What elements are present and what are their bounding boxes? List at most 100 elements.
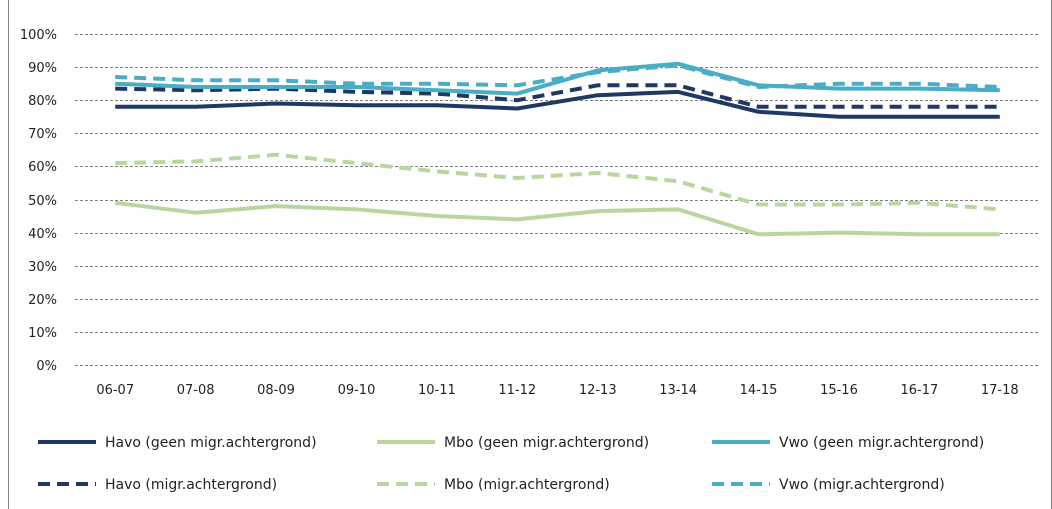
y-tick-label: 50% xyxy=(28,194,57,209)
series-point xyxy=(837,105,841,109)
y-tick-label: 40% xyxy=(28,227,57,242)
series-point xyxy=(194,78,198,82)
series-point xyxy=(274,85,278,89)
y-tick-label: 90% xyxy=(28,61,57,76)
y-tick-label: 100% xyxy=(20,28,57,43)
series-point xyxy=(435,169,439,173)
series-point xyxy=(676,207,680,211)
series-point xyxy=(515,98,519,102)
series-point xyxy=(676,83,680,87)
series-point xyxy=(274,153,278,157)
series-point xyxy=(837,231,841,235)
y-tick-label: 80% xyxy=(28,94,57,109)
series-point xyxy=(676,63,680,67)
legend-label: Vwo (geen migr.achtergrond) xyxy=(779,435,984,451)
series-point xyxy=(194,159,198,163)
series-point xyxy=(515,83,519,87)
series-point xyxy=(113,105,117,109)
x-tick-label: 09-10 xyxy=(338,383,376,398)
series-point xyxy=(354,207,358,211)
series-point xyxy=(354,161,358,165)
x-tick-label: 07-08 xyxy=(177,383,215,398)
series-point xyxy=(354,90,358,94)
series-point xyxy=(917,232,921,236)
series-point xyxy=(515,92,519,96)
series-point xyxy=(113,201,117,205)
series-point xyxy=(917,115,921,119)
x-tick-label: 17-18 xyxy=(981,383,1019,398)
legend-label: Mbo (migr.achtergrond) xyxy=(444,477,610,493)
series-point xyxy=(917,105,921,109)
x-tick-label: 14-15 xyxy=(740,383,778,398)
y-tick-label: 0% xyxy=(36,359,57,374)
series-line-1 xyxy=(114,200,1000,237)
series-point xyxy=(998,105,1002,109)
series-point xyxy=(998,115,1002,119)
series-point xyxy=(837,115,841,119)
series-point xyxy=(837,87,841,91)
series-point xyxy=(596,209,600,213)
series-point xyxy=(354,103,358,107)
series-point xyxy=(676,179,680,183)
series-point xyxy=(998,85,1002,89)
y-tick-label: 60% xyxy=(28,160,57,175)
series-point xyxy=(274,102,278,106)
x-tick-label: 16-17 xyxy=(900,383,938,398)
series-point xyxy=(837,82,841,86)
y-axis-ticks: 0% 10% 20% 30% 40% 50% 60% 70% 80% 90% 100% xyxy=(20,28,57,374)
y-tick-label: 10% xyxy=(28,326,57,341)
series-point xyxy=(274,78,278,82)
series-point xyxy=(515,106,519,110)
legend-label: Havo (geen migr.achtergrond) xyxy=(105,435,317,451)
series-point xyxy=(435,82,439,86)
x-tick-label: 12-13 xyxy=(579,383,617,398)
series-point xyxy=(917,82,921,86)
series-point xyxy=(113,87,117,91)
series-point xyxy=(757,85,761,89)
x-tick-label: 10-11 xyxy=(418,383,456,398)
series-point xyxy=(435,214,439,218)
series-point xyxy=(917,87,921,91)
series-point xyxy=(435,103,439,107)
series-point xyxy=(596,171,600,175)
series-point xyxy=(596,83,600,87)
series-point xyxy=(596,70,600,74)
series-point xyxy=(435,88,439,92)
series-line-4 xyxy=(115,152,1000,212)
series-line-0 xyxy=(115,89,1000,119)
series-point xyxy=(998,207,1002,211)
gridlines xyxy=(75,34,1040,366)
series-point xyxy=(515,217,519,221)
series-point xyxy=(113,161,117,165)
series-line-5 xyxy=(115,63,1000,89)
series-point xyxy=(757,105,761,109)
series-point xyxy=(998,232,1002,236)
series-point xyxy=(354,82,358,86)
series-point xyxy=(194,211,198,215)
legend-label: Havo (migr.achtergrond) xyxy=(105,477,277,493)
x-tick-label: 06-07 xyxy=(96,383,134,398)
series-point xyxy=(676,90,680,94)
series-point xyxy=(274,204,278,208)
series-point xyxy=(194,105,198,109)
series-point xyxy=(596,93,600,97)
series-point xyxy=(757,202,761,206)
series-point xyxy=(515,176,519,180)
x-tick-label: 11-12 xyxy=(498,383,536,398)
y-tick-label: 70% xyxy=(28,127,57,142)
x-axis-ticks: 06-07 07-08 08-09 09-10 10-11 11-12 12-13 13-14… xyxy=(96,383,1018,398)
y-tick-label: 20% xyxy=(28,293,57,308)
legend-label: Mbo (geen migr.achtergrond) xyxy=(444,435,649,451)
x-tick-label: 08-09 xyxy=(257,383,295,398)
series-line-3 xyxy=(115,83,1000,109)
x-tick-label: 15-16 xyxy=(820,383,858,398)
series-lines xyxy=(113,61,1002,237)
series-point xyxy=(113,75,117,79)
x-tick-label: 13-14 xyxy=(659,383,697,398)
series-point xyxy=(757,232,761,236)
series-point xyxy=(757,110,761,114)
legend-label: Vwo (migr.achtergrond) xyxy=(779,477,945,493)
legend: Havo (geen migr.achtergrond) Mbo (geen mi… xyxy=(38,435,984,493)
series-point xyxy=(837,202,841,206)
